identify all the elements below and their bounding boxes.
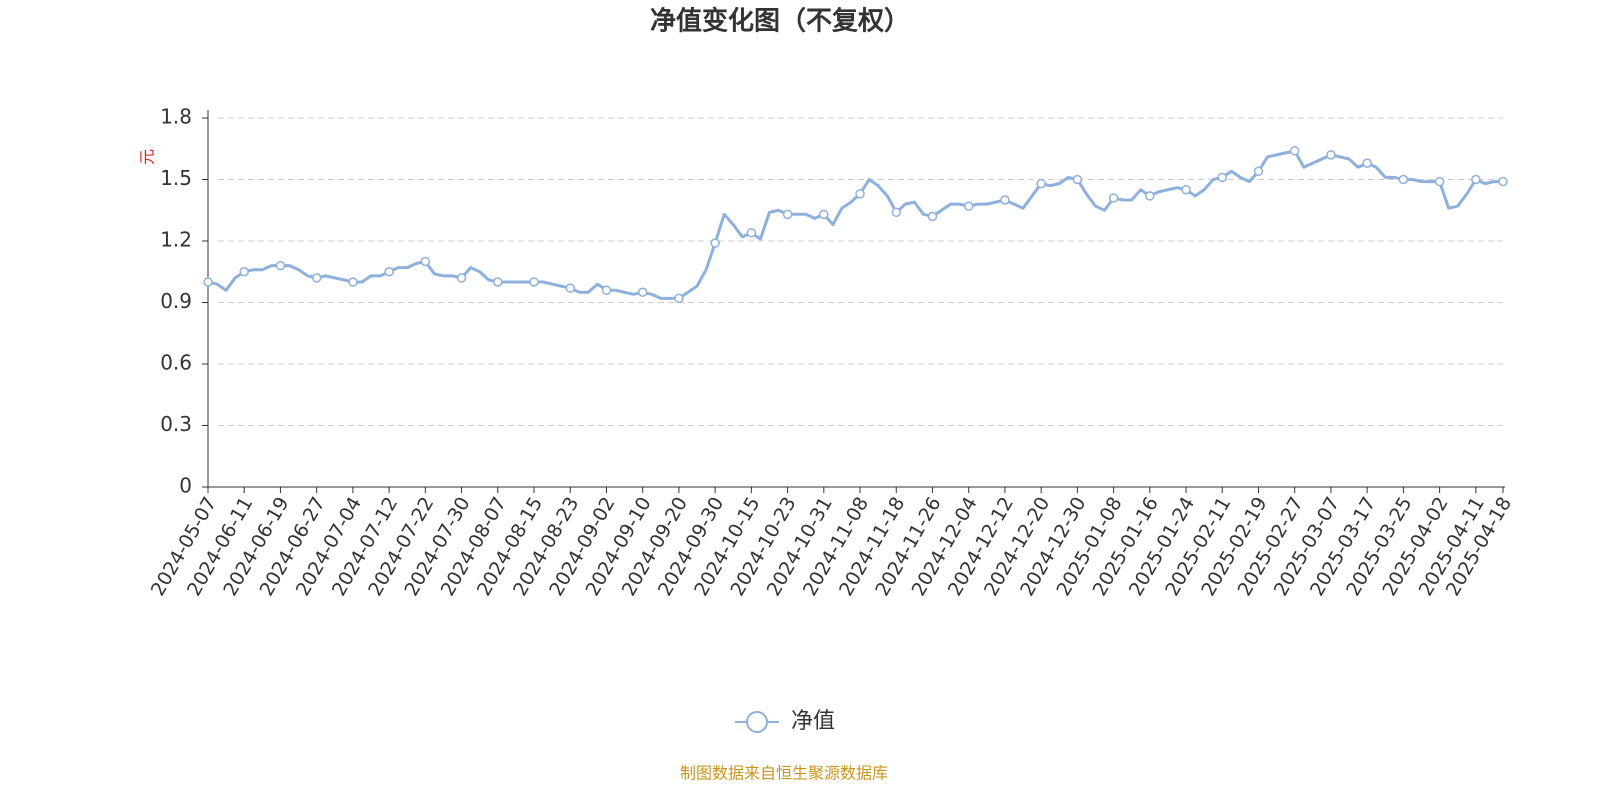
data-point xyxy=(1253,166,1264,177)
y-tick-label: 1.8 xyxy=(160,105,192,129)
y-tick-label: 0.3 xyxy=(160,412,192,436)
data-point xyxy=(311,273,322,283)
data-point xyxy=(1036,178,1046,189)
y-tick-label: 0.6 xyxy=(160,351,192,375)
data-point xyxy=(746,228,757,238)
data-point xyxy=(1108,193,1119,203)
data-point xyxy=(1362,158,1372,168)
data-point xyxy=(1145,191,1155,201)
data-point xyxy=(456,273,467,283)
data-point xyxy=(782,209,793,220)
chart-title: 净值变化图（不复权） xyxy=(650,6,910,37)
legend-marker xyxy=(746,711,768,733)
data-point xyxy=(1326,150,1336,160)
y-tick-label: 1.5 xyxy=(160,166,192,190)
data-point xyxy=(927,211,938,222)
data-point xyxy=(637,287,648,297)
data-point xyxy=(1289,146,1300,156)
series-line xyxy=(207,149,1503,300)
data-point xyxy=(1181,185,1191,195)
data-point xyxy=(855,189,865,199)
data-point xyxy=(963,201,974,211)
data-point xyxy=(239,267,249,277)
data-point xyxy=(819,209,829,220)
data-point xyxy=(1471,174,1481,185)
data-point xyxy=(674,293,684,304)
data-point xyxy=(275,260,286,271)
data-point xyxy=(348,277,358,287)
y-tick-label: 0.9 xyxy=(160,289,192,313)
data-point xyxy=(1000,195,1010,205)
data-point xyxy=(1498,176,1508,187)
data-point xyxy=(1398,174,1409,185)
data-point xyxy=(529,277,539,287)
data-point xyxy=(565,283,575,293)
data-point xyxy=(710,238,720,248)
data-point xyxy=(601,285,612,295)
data-point xyxy=(493,277,503,287)
y-axis-label: 元 xyxy=(138,149,157,165)
data-point xyxy=(420,256,431,267)
data-point xyxy=(1217,172,1228,183)
data-point xyxy=(891,207,902,218)
y-tick-label: 1.2 xyxy=(160,228,192,252)
source-note: 制图数据来自恒生聚源数据库 xyxy=(680,764,888,783)
data-point xyxy=(1072,174,1083,185)
data-point xyxy=(1434,176,1445,187)
legend-label: 净值 xyxy=(791,709,835,734)
y-tick-label: 0 xyxy=(179,474,192,498)
data-point xyxy=(384,267,394,277)
data-point xyxy=(203,277,213,287)
